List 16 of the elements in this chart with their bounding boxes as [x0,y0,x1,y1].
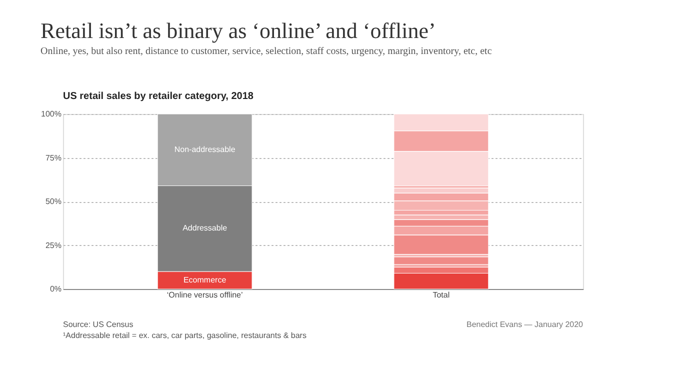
series-label: Addressable [182,224,228,233]
y-tick-label: 0% [50,284,62,294]
y-tick-label: 50% [45,197,62,206]
y-tick-label: 100% [41,110,62,118]
y-tick-label: 75% [45,153,62,162]
text: Benedict Evans — January 2020 [466,320,584,329]
chart-title: Retail isn’t as binary as ‘online’ and ‘offline’ [40,18,436,43]
source-note: Source: US Census [63,320,134,329]
series-label: Ecommerce [183,275,227,284]
x-tick-label: Total [432,290,450,300]
text: US retail sales by retailer category, 2018 [63,91,254,102]
series-label: Non-addressable [174,144,236,154]
text: ¹Addressable retail = ex. cars, car parts, gasoline, restaurants & bars [63,331,306,340]
y-tick-label: 25% [45,240,62,250]
chart-subtitle: Online, yes, but also rent, distance to customer, service, selection, staff costs, urgency, margin, inventory, etc, etc [40,46,492,57]
x-tick-label: ‘Online versus offline’ [166,290,243,300]
